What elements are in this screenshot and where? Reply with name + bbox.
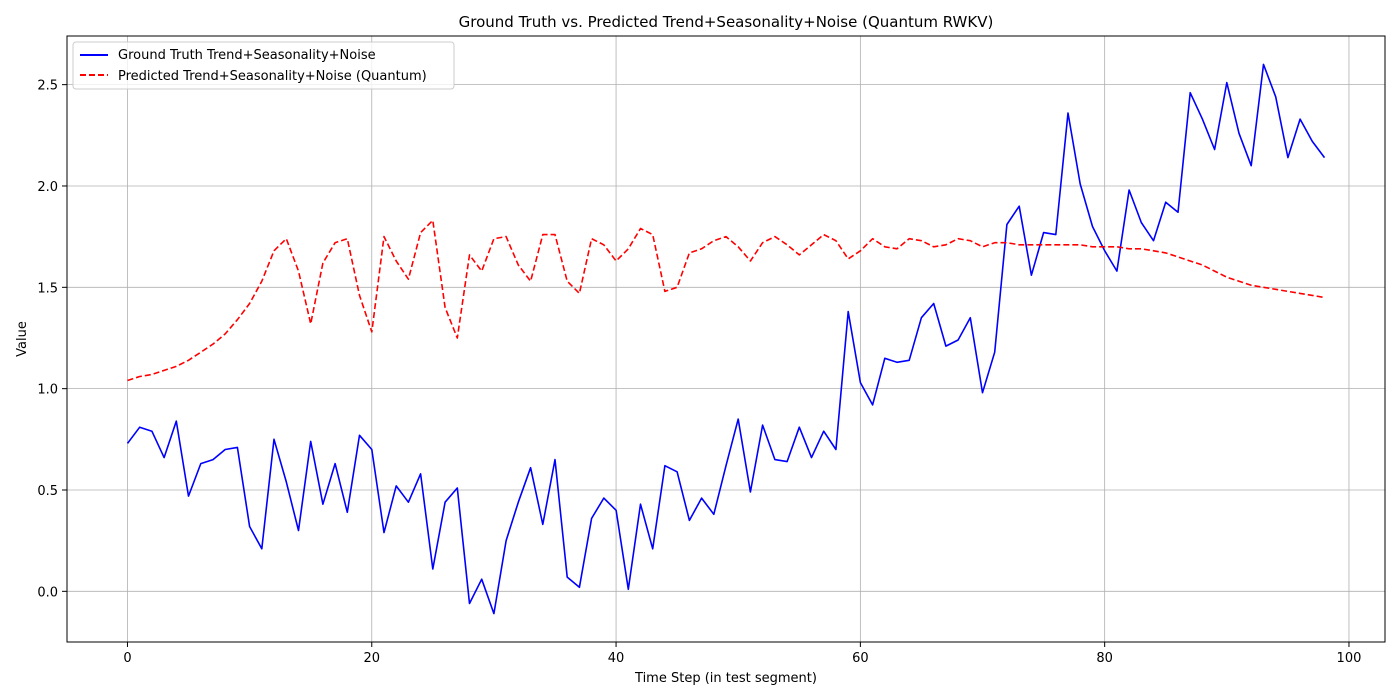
x-tick-label: 20 <box>363 651 380 666</box>
legend-label-predicted: Predicted Trend+Seasonality+Noise (Quant… <box>118 69 427 84</box>
x-tick-label: 0 <box>123 651 131 666</box>
legend-box <box>72 41 455 90</box>
x-tick-label: 100 <box>1337 651 1362 666</box>
y-axis-label: Value <box>15 321 30 357</box>
legend-label-ground-truth: Ground Truth Trend+Seasonality+Noise <box>118 48 376 63</box>
legend: Ground Truth Trend+Seasonality+Noise Pre… <box>72 41 455 90</box>
plot-frame <box>66 35 1386 643</box>
y-tick-label: 1.0 <box>37 383 58 398</box>
y-tick-label: 0.0 <box>37 585 58 600</box>
series-line-ground-truth <box>126 63 1326 615</box>
x-tick-label: 40 <box>608 651 625 666</box>
ticks: 0 20 40 60 80 100 0.0 0.5 1.0 1.5 2.0 2.5 <box>37 79 1361 666</box>
y-tick-label: 1.5 <box>37 281 58 296</box>
y-tick-label: 0.5 <box>37 484 58 499</box>
series-group <box>126 63 1326 615</box>
x-axis-label: Time Step (in test segment) <box>634 671 817 686</box>
chart-title: Ground Truth vs. Predicted Trend+Seasona… <box>459 13 994 31</box>
y-tick-label: 2.0 <box>37 180 58 195</box>
series-line-predicted <box>127 219 1325 382</box>
x-tick-label: 60 <box>852 651 869 666</box>
y-tick-label: 2.5 <box>37 79 58 94</box>
x-tick-label: 80 <box>1096 651 1113 666</box>
